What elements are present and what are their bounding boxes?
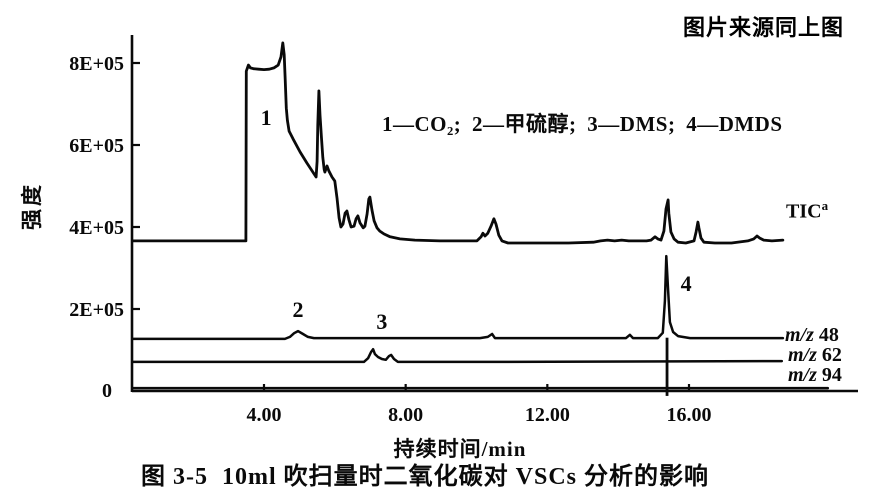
origin-tick-label: 0 [102, 380, 112, 402]
trace-tic [131, 41, 785, 245]
figure-number: 图 3-5 [140, 464, 208, 490]
y-tick-label: 8E+05 [69, 53, 124, 75]
mz-prefix: m/z [788, 364, 817, 386]
trace-label-tic: TICa [786, 198, 828, 224]
tic-text: TIC [786, 200, 822, 223]
tic-superscript: a [821, 198, 829, 213]
x-tick-label: 8.00 [388, 404, 423, 426]
x-tick-label: 12.00 [525, 404, 570, 426]
peak-legend: 1—CO₂; 2—甲硫醇; 3—DMS; 4—DMDS [382, 112, 783, 136]
x-tick-label: 16.00 [666, 404, 711, 426]
figure-caption-text: 10ml 吹扫量时二氧化碳对 VSCs 分析的影响 [221, 464, 709, 490]
mz-value: 62 [821, 344, 842, 366]
mz-prefix: m/z [785, 324, 814, 346]
peak-label-2: 2 [292, 297, 303, 322]
mz-value: 48 [818, 324, 839, 346]
peak-label-1: 1 [261, 105, 272, 130]
x-tick-label: 4.00 [246, 404, 281, 426]
peak-label-4: 4 [681, 271, 692, 296]
x-axis-label: 持续时间/min [393, 437, 527, 461]
y-tick-label: 2E+05 [69, 299, 124, 321]
mz-value: 94 [821, 364, 842, 386]
image-source-note: 图片来源同上图 [682, 16, 844, 41]
trace-label-mz94: m/z 94 [788, 364, 842, 387]
peak-label-3: 3 [376, 309, 387, 334]
y-tick-label: 6E+05 [69, 135, 124, 157]
y-tick-label: 4E+05 [69, 217, 124, 239]
mz-prefix: m/z [788, 344, 817, 366]
trace-mz62 [131, 347, 784, 364]
trace-label-mz62: m/z 62 [788, 344, 842, 367]
trace-label-mz48: m/z 48 [785, 324, 839, 347]
y-axis-label: 强度 [20, 182, 44, 230]
figure-caption: 图 3-5 10ml 吹扫量时二氧化碳对 VSCs 分析的影响 [0, 456, 872, 491]
trace-mz48 [131, 254, 785, 341]
